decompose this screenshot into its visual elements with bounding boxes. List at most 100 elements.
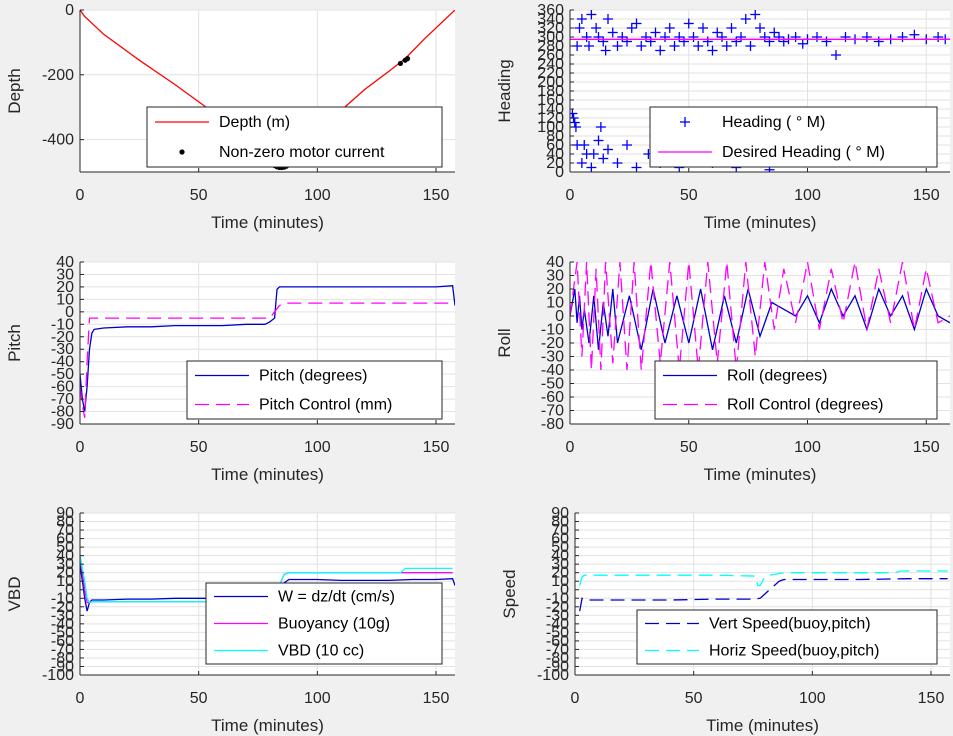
legend-label: W = dz/dt (cm/s) <box>278 589 395 606</box>
data-point <box>650 27 661 38</box>
data-point <box>574 23 585 33</box>
y-tick-label: -60 <box>51 633 74 650</box>
x-tick-label: 0 <box>76 187 85 204</box>
data-point <box>581 149 592 159</box>
x-tick-label: 0 <box>76 690 85 707</box>
legend-label: Heading ( ° M) <box>722 114 825 131</box>
data-point <box>897 32 908 42</box>
legend-label: Pitch Control (mm) <box>259 397 392 414</box>
x-tick-label: 100 <box>304 690 331 707</box>
legend-label: Buoyancy (10g) <box>278 616 390 633</box>
y-tick-label: 80 <box>546 128 564 145</box>
legend-item: Horiz Speed(buoy,pitch) <box>645 643 879 660</box>
y-tick-label: 20 <box>546 281 564 298</box>
x-tick-label: 150 <box>913 187 940 204</box>
y-tick-label: -70 <box>51 641 74 658</box>
data-point <box>679 36 689 47</box>
y-axis-label: Speed <box>500 569 519 618</box>
y-tick-label: 340 <box>537 11 564 28</box>
y-tick-label: 320 <box>537 20 564 37</box>
data-point <box>669 41 680 51</box>
data-point <box>626 23 637 33</box>
y-tick-label: 40 <box>546 146 564 163</box>
x-axis-label: Time (minutes) <box>211 716 324 735</box>
series-pitch-0-line <box>80 285 455 412</box>
data-layer-pitch <box>80 285 455 418</box>
data-point <box>712 27 723 38</box>
y-tick-label: -200 <box>42 67 74 84</box>
data-point <box>831 50 841 60</box>
y-tick-label: -10 <box>51 316 74 333</box>
x-axis-label: Time (minutes) <box>706 716 819 735</box>
y-tick-label: -10 <box>546 590 569 607</box>
data-point <box>603 14 613 24</box>
y-tick-label: 60 <box>546 137 564 154</box>
x-axis-label: Time (minutes) <box>704 465 817 484</box>
data-point <box>755 23 765 33</box>
data-point <box>731 36 742 47</box>
x-tick-label: 0 <box>566 439 575 456</box>
legend-item: W = dz/dt (cm/s) <box>214 589 395 606</box>
x-tick-label: 150 <box>423 187 450 204</box>
chart-pitch: 0 50 100 150403020100-10-20-30-40-50-60-70-… <box>5 254 455 484</box>
y-tick-label: 300 <box>537 29 564 46</box>
y-tick-label: 60 <box>551 531 569 548</box>
data-point <box>622 140 632 150</box>
x-axis-label: Time (minutes) <box>704 213 817 232</box>
x-tick-label: 150 <box>913 439 940 456</box>
legend-label: Roll Control (degrees) <box>727 397 884 414</box>
y-tick-label: -70 <box>541 403 564 420</box>
x-tick-label: 50 <box>190 690 208 707</box>
y-tick-label: 60 <box>56 531 74 548</box>
data-point <box>873 36 884 47</box>
data-point <box>593 32 604 42</box>
legend-label: Vert Speed(buoy,pitch) <box>709 616 871 633</box>
y-tick-label: 80 <box>551 514 569 531</box>
y-tick-label: 200 <box>537 74 564 91</box>
y-tick-label: -30 <box>51 341 74 358</box>
y-tick-label: 20 <box>551 565 569 582</box>
x-tick-label: 0 <box>571 690 580 707</box>
data-point <box>933 32 944 42</box>
y-tick-label: -90 <box>51 416 74 433</box>
y-tick-label: -20 <box>51 329 74 346</box>
y-tick-label: 40 <box>56 254 74 271</box>
y-tick-label: -50 <box>546 624 569 641</box>
y-tick-label: 40 <box>546 254 564 271</box>
y-tick-label: 30 <box>551 556 569 573</box>
data-point <box>683 18 694 29</box>
x-axis-label: Time (minutes) <box>211 465 324 484</box>
y-tick-label: 0 <box>555 164 564 181</box>
data-point <box>570 117 580 128</box>
y-tick-label: -20 <box>51 599 74 616</box>
legend-item: Vert Speed(buoy,pitch) <box>645 616 871 633</box>
legend-item: Roll Control (degrees) <box>663 397 884 414</box>
data-point <box>586 162 597 172</box>
legend-speed: Vert Speed(buoy,pitch) Horiz Speed(buoy,p… <box>636 609 938 665</box>
y-tick-label: -400 <box>42 132 74 149</box>
legend-label: Non-zero motor current <box>219 144 385 161</box>
y-tick-label: 40 <box>551 548 569 565</box>
data-point <box>593 135 604 146</box>
y-tick-label: -80 <box>51 650 74 667</box>
x-tick-label: 50 <box>680 187 698 204</box>
data-point <box>622 36 632 47</box>
y-tick-label: -50 <box>541 376 564 393</box>
y-tick-label: 220 <box>537 65 564 82</box>
data-point <box>570 108 578 119</box>
legend-item: VBD (10 cc) <box>214 643 364 660</box>
y-tick-label: -40 <box>546 616 569 633</box>
y-tick-label: -10 <box>51 590 74 607</box>
legend-label: Horiz Speed(buoy,pitch) <box>709 643 879 660</box>
y-tick-label: 30 <box>546 268 564 285</box>
y-tick-label: 100 <box>537 119 564 136</box>
y-tick-label: 0 <box>65 582 74 599</box>
data-point <box>721 41 732 51</box>
y-tick-label: -100 <box>537 667 569 684</box>
y-tick-label: -80 <box>51 404 74 421</box>
data-point <box>404 56 411 62</box>
x-tick-label: 100 <box>794 439 821 456</box>
data-point <box>397 60 404 67</box>
series-speed-0-line <box>579 578 948 612</box>
data-point <box>655 45 666 56</box>
